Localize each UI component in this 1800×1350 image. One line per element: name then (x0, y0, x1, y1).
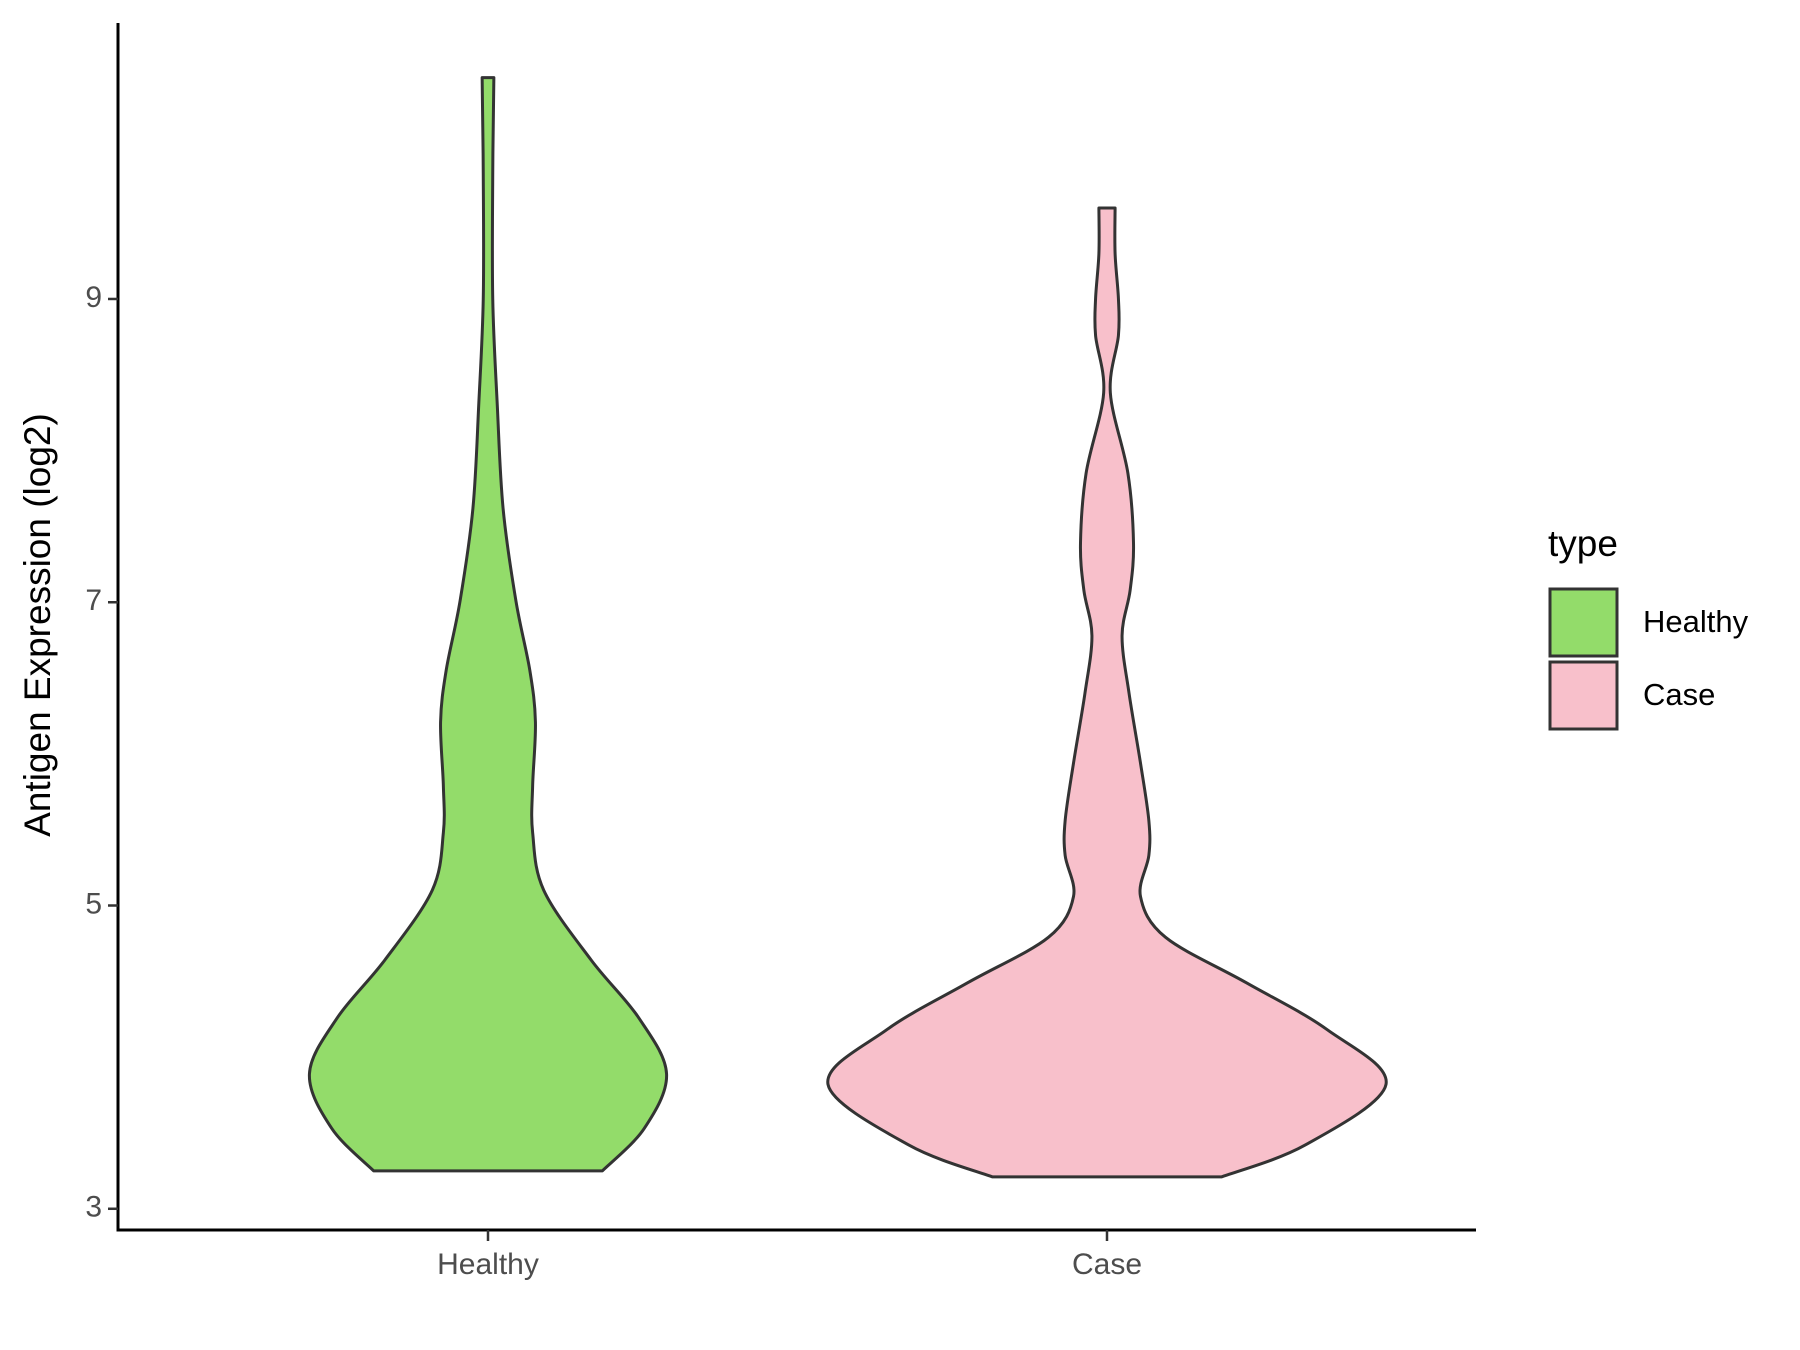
legend-key (1548, 660, 1619, 731)
legend-label: Healthy (1643, 604, 1749, 639)
y-axis-title: Antigen Expression (log2) (17, 413, 58, 837)
legend-title: type (1548, 523, 1618, 564)
y-tick-label: 9 (85, 281, 102, 314)
violin (307, 76, 669, 1173)
y-tick-label: 5 (85, 887, 102, 920)
y-tick-label: 3 (85, 1191, 102, 1224)
legend-label: Case (1643, 677, 1715, 712)
legend-key (1548, 587, 1619, 658)
violin (826, 206, 1388, 1179)
y-tick-label: 7 (85, 584, 102, 617)
x-tick-label: Healthy (437, 1248, 539, 1281)
x-tick-label: Case (1072, 1248, 1142, 1281)
